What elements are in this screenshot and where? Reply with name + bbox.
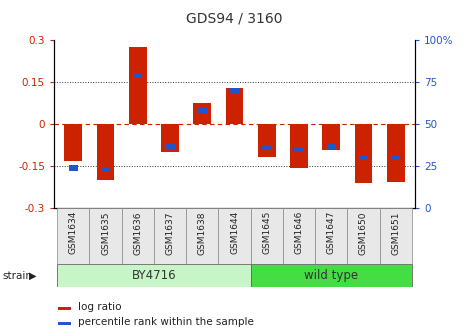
Text: GSM1634: GSM1634 (69, 211, 78, 254)
Bar (295, 147, 303, 152)
Bar (57, 264, 250, 287)
Text: GSM1644: GSM1644 (230, 211, 239, 254)
Bar (154, 208, 186, 264)
Bar (250, 208, 283, 264)
Text: GSM1646: GSM1646 (295, 211, 303, 254)
Bar (198, 109, 207, 114)
Text: strain: strain (2, 271, 32, 281)
Bar (262, 145, 271, 151)
Bar (226, 88, 243, 124)
Bar (230, 88, 239, 93)
Text: GSM1635: GSM1635 (101, 211, 110, 255)
Bar (101, 167, 110, 172)
Text: GSM1645: GSM1645 (262, 211, 271, 254)
Bar (290, 124, 308, 168)
Text: BY4716: BY4716 (132, 269, 176, 282)
Bar (121, 208, 154, 264)
Bar (57, 208, 90, 264)
Bar (219, 208, 250, 264)
Text: wild type: wild type (304, 269, 358, 282)
Text: GSM1638: GSM1638 (198, 211, 207, 255)
Text: GSM1650: GSM1650 (359, 211, 368, 255)
Bar (359, 155, 368, 161)
Text: GSM1637: GSM1637 (166, 211, 174, 255)
Bar (129, 47, 147, 124)
Bar (250, 264, 412, 287)
Bar (133, 73, 142, 78)
Bar (161, 124, 179, 152)
Bar (90, 208, 121, 264)
Text: GSM1647: GSM1647 (327, 211, 336, 254)
Text: ▶: ▶ (29, 271, 37, 281)
Bar (58, 322, 70, 325)
Bar (387, 124, 405, 182)
Bar (58, 307, 70, 310)
Bar (322, 124, 340, 150)
Bar (348, 208, 379, 264)
Bar (166, 144, 174, 149)
Bar (355, 124, 372, 183)
Bar (258, 124, 276, 157)
Text: percentile rank within the sample: percentile rank within the sample (78, 318, 254, 328)
Text: GSM1651: GSM1651 (391, 211, 400, 255)
Bar (391, 155, 400, 161)
Text: GDS94 / 3160: GDS94 / 3160 (186, 12, 283, 26)
Bar (283, 208, 315, 264)
Bar (186, 208, 219, 264)
Bar (379, 208, 412, 264)
Bar (69, 166, 78, 170)
Text: GSM1636: GSM1636 (133, 211, 142, 255)
Bar (315, 208, 348, 264)
Bar (64, 124, 82, 161)
Bar (193, 103, 211, 124)
Bar (97, 124, 114, 180)
Text: log ratio: log ratio (78, 302, 121, 312)
Bar (327, 144, 336, 149)
